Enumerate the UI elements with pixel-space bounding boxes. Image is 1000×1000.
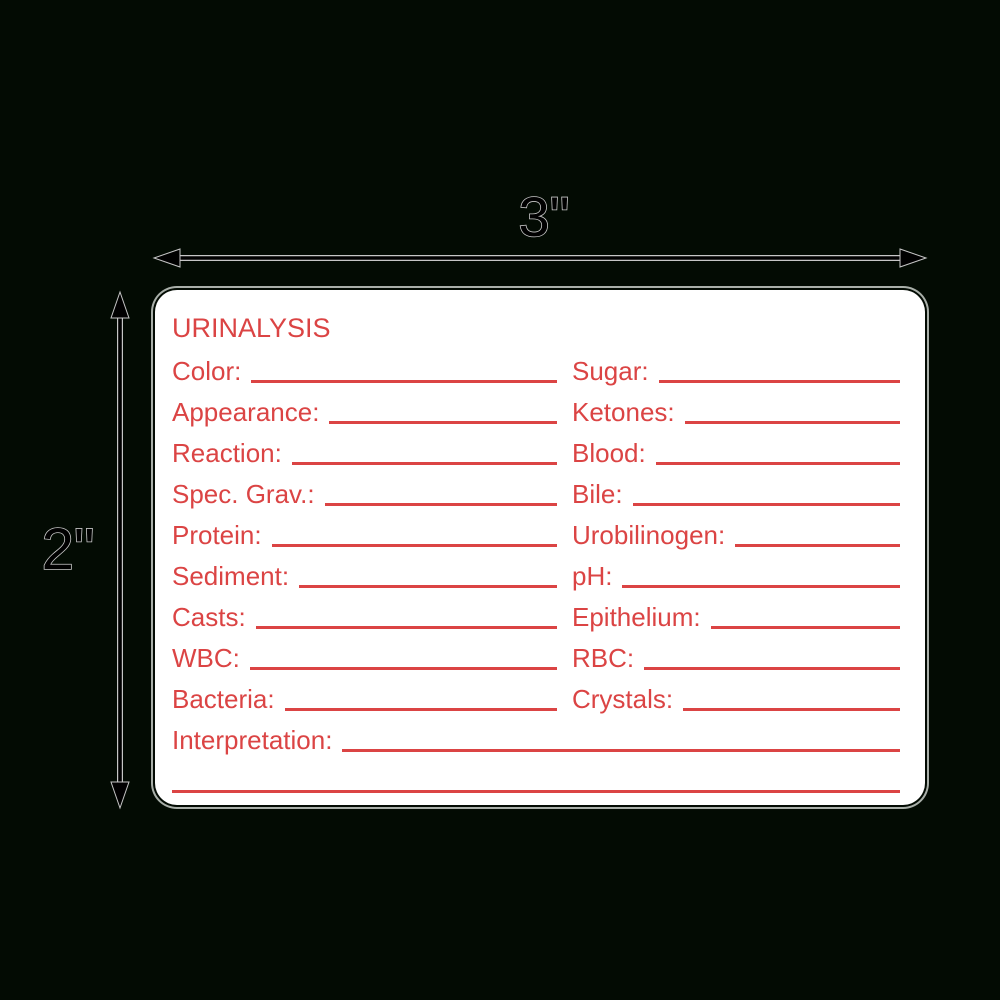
field-row: Bacteria: Crystals: <box>172 676 900 717</box>
blank-line <box>255 626 557 629</box>
field-ph: pH: <box>572 553 900 594</box>
field-row: Sediment: pH: <box>172 553 900 594</box>
width-dimension-arrow-icon: 3" <box>152 184 928 268</box>
field-color: Color: <box>172 348 557 389</box>
field-sediment: Sediment: <box>172 553 557 594</box>
field-label: Bacteria: <box>172 684 275 714</box>
blank-line <box>342 749 900 752</box>
field-label: Appearance: <box>172 397 320 427</box>
field-label: WBC: <box>172 643 240 673</box>
blank-line <box>735 544 900 547</box>
field-ketones: Ketones: <box>572 389 900 430</box>
field-urobilinogen: Urobilinogen: <box>572 512 900 553</box>
field-protein: Protein: <box>172 512 557 553</box>
blank-line <box>291 462 557 465</box>
field-bile: Bile: <box>572 471 900 512</box>
blank-line <box>284 708 557 711</box>
field-label: Blood: <box>572 438 646 468</box>
field-crystals: Crystals: <box>572 676 900 717</box>
blank-line <box>249 667 557 670</box>
field-rows: Color: Sugar: Appearance: Ketones: <box>172 348 900 758</box>
field-row: Color: Sugar: <box>172 348 900 389</box>
field-row: Spec. Grav.: Bile: <box>172 471 900 512</box>
interpretation-continuation-line <box>172 790 900 793</box>
field-row: Reaction: Blood: <box>172 430 900 471</box>
field-epithelium: Epithelium: <box>572 594 900 635</box>
field-label: Protein: <box>172 520 262 550</box>
field-label: Reaction: <box>172 438 282 468</box>
field-label: Spec. Grav.: <box>172 479 315 509</box>
blank-line <box>644 667 900 670</box>
blank-line <box>683 708 900 711</box>
blank-line <box>299 585 557 588</box>
width-arrow-left-head-icon <box>152 248 181 268</box>
blank-line <box>684 421 900 424</box>
blank-line <box>658 380 900 383</box>
field-bacteria: Bacteria: <box>172 676 557 717</box>
field-label: Epithelium: <box>572 602 701 632</box>
field-blood: Blood: <box>572 430 900 471</box>
field-row: Appearance: Ketones: <box>172 389 900 430</box>
blank-line <box>622 585 900 588</box>
blank-line <box>655 462 900 465</box>
field-label: Crystals: <box>572 684 674 714</box>
height-arrow-top-head-icon <box>110 290 130 319</box>
field-label: Color: <box>172 356 242 386</box>
height-arrow-bottom-head-icon <box>110 781 130 810</box>
blank-line <box>710 626 900 629</box>
blank-line <box>251 380 557 383</box>
height-dimension-arrow-icon <box>110 290 130 810</box>
field-label: Interpretation: <box>172 725 333 755</box>
field-label: Bile: <box>572 479 623 509</box>
field-casts: Casts: <box>172 594 557 635</box>
field-row-interpretation: Interpretation: <box>172 717 900 758</box>
field-label: Ketones: <box>572 397 675 427</box>
field-wbc: WBC: <box>172 635 557 676</box>
field-row: WBC: RBC: <box>172 635 900 676</box>
blank-line <box>329 421 557 424</box>
height-dimension-text-container: 2" <box>41 516 95 583</box>
height-dimension-text: 2" <box>42 517 95 582</box>
blank-line <box>271 544 557 547</box>
urinalysis-label-card: URINALYSIS Color: Sugar: Appearance: <box>155 290 925 805</box>
width-dimension-text: 3" <box>518 185 569 248</box>
field-label: RBC: <box>572 643 635 673</box>
label-title: URINALYSIS <box>172 313 331 343</box>
blank-line <box>324 503 557 506</box>
field-rbc: RBC: <box>572 635 900 676</box>
field-appearance: Appearance: <box>172 389 557 430</box>
field-label: Casts: <box>172 602 246 632</box>
blank-line <box>632 503 900 506</box>
field-spec-grav: Spec. Grav.: <box>172 471 557 512</box>
field-label: pH: <box>572 561 613 591</box>
field-sugar: Sugar: <box>572 348 900 389</box>
field-row: Protein: Urobilinogen: <box>172 512 900 553</box>
field-row: Casts: Epithelium: <box>172 594 900 635</box>
field-label: Sugar: <box>572 356 649 386</box>
field-interpretation: Interpretation: <box>172 717 900 758</box>
field-reaction: Reaction: <box>172 430 557 471</box>
width-arrow-right-head-icon <box>899 248 928 268</box>
field-label: Urobilinogen: <box>572 520 726 550</box>
field-label: Sediment: <box>172 561 290 591</box>
